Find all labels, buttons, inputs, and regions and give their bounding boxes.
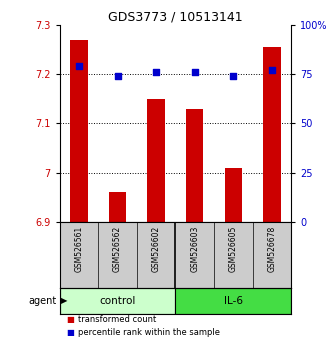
Point <box>192 69 197 75</box>
Text: ■: ■ <box>66 315 74 324</box>
Bar <box>60 288 175 314</box>
Text: ▶: ▶ <box>61 296 68 306</box>
Text: GSM526602: GSM526602 <box>152 225 161 272</box>
Bar <box>147 99 165 222</box>
Point <box>76 63 81 69</box>
Text: GSM526605: GSM526605 <box>229 225 238 272</box>
Bar <box>109 193 126 222</box>
Text: agent: agent <box>28 296 56 306</box>
Text: control: control <box>99 296 136 306</box>
Text: GSM526603: GSM526603 <box>190 225 199 272</box>
Text: GSM526561: GSM526561 <box>74 225 83 272</box>
Point <box>269 67 275 73</box>
Bar <box>186 109 204 222</box>
Bar <box>175 288 291 314</box>
Bar <box>225 168 242 222</box>
Bar <box>263 47 281 222</box>
Point <box>154 69 159 75</box>
Text: GSM526562: GSM526562 <box>113 225 122 272</box>
Point <box>231 73 236 79</box>
Text: ■: ■ <box>66 328 74 337</box>
Point <box>115 73 120 79</box>
Bar <box>70 40 88 222</box>
Text: percentile rank within the sample: percentile rank within the sample <box>78 328 220 337</box>
Title: GDS3773 / 10513141: GDS3773 / 10513141 <box>108 11 243 24</box>
Text: IL-6: IL-6 <box>224 296 243 306</box>
Text: GSM526678: GSM526678 <box>267 225 276 272</box>
Text: transformed count: transformed count <box>78 315 156 324</box>
